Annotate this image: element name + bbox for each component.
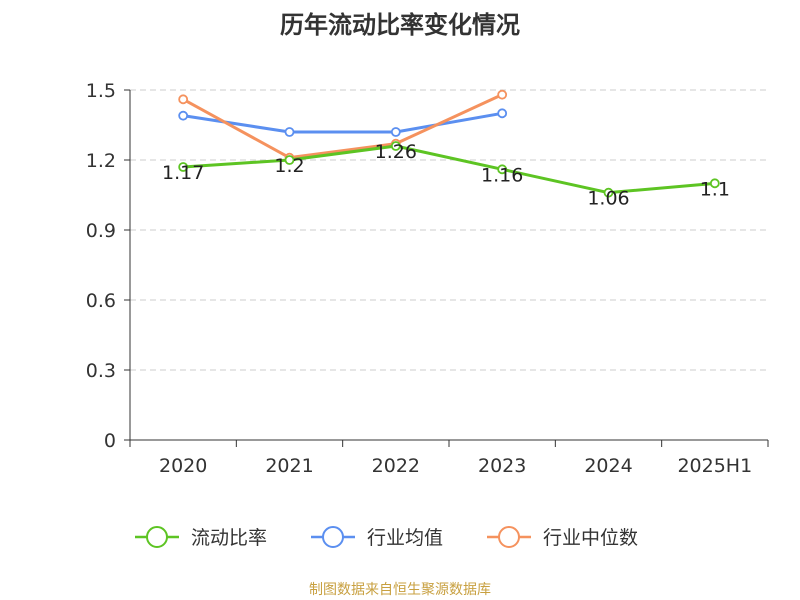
data-point[interactable]: [497, 108, 508, 119]
legend-swatch-marker: [498, 526, 520, 548]
legend-item[interactable]: 行业均值: [311, 526, 443, 549]
grid-lines: [130, 89, 768, 371]
legend-item[interactable]: 流动比率: [135, 526, 267, 549]
legend-label: 流动比率: [191, 527, 267, 549]
data-label: 1.1: [700, 178, 730, 200]
data-point[interactable]: [497, 89, 508, 100]
legend-item[interactable]: 行业中位数: [487, 526, 638, 549]
chart-title: 历年流动比率变化情况: [280, 11, 520, 39]
series-line: [183, 144, 715, 195]
data-point[interactable]: [284, 155, 295, 165]
data-point[interactable]: [603, 187, 614, 198]
y-tick-label: 1.5: [86, 80, 116, 102]
legend-swatch-marker: [146, 526, 168, 548]
legend-label: 行业均值: [367, 527, 443, 549]
data-label: 1.2: [274, 155, 304, 177]
y-tick-label: 0.9: [86, 220, 116, 242]
x-tick-label: 2020: [159, 455, 207, 477]
data-label: 1.16: [481, 164, 523, 186]
y-tick-label: 0.3: [86, 360, 116, 382]
x-tick-label: 2021: [265, 455, 313, 477]
data-label: 1.17: [162, 162, 204, 184]
data-point[interactable]: [284, 127, 295, 137]
data-point[interactable]: [709, 178, 720, 189]
y-tick-label: 1.2: [86, 150, 116, 172]
y-tick-label: 0.6: [86, 290, 116, 312]
legend-swatch-marker: [322, 526, 344, 548]
series-group: [178, 89, 720, 198]
x-tick-label: 2024: [584, 455, 632, 477]
data-label: 1.06: [587, 188, 629, 210]
data-point[interactable]: [390, 141, 401, 151]
axes: 0 0.3 0.6 0.9 1.2 1.5 2020 2021 2022 2023 2024 2025…: [86, 80, 769, 477]
data-labels: 1.17 1.2 1.26 1.16 1.06 1.1: [162, 141, 730, 210]
y-tick-label: 0: [104, 430, 116, 452]
x-tick-label: 2025H1: [677, 455, 752, 477]
series-line: [182, 93, 503, 160]
source-note: 制图数据来自恒生聚源数据库: [309, 582, 491, 598]
legend-label: 行业中位数: [543, 527, 638, 549]
data-point[interactable]: [178, 110, 189, 121]
data-point[interactable]: [497, 164, 508, 175]
data-label: 1.26: [375, 141, 417, 163]
series-line: [182, 111, 503, 134]
x-tick-label: 2023: [478, 455, 526, 477]
data-point[interactable]: [390, 127, 401, 137]
x-tick-label: 2022: [372, 455, 420, 477]
legend[interactable]: 流动比率 行业均值 行业中位数: [135, 526, 638, 549]
data-point[interactable]: [178, 162, 189, 172]
data-point[interactable]: [178, 94, 189, 105]
